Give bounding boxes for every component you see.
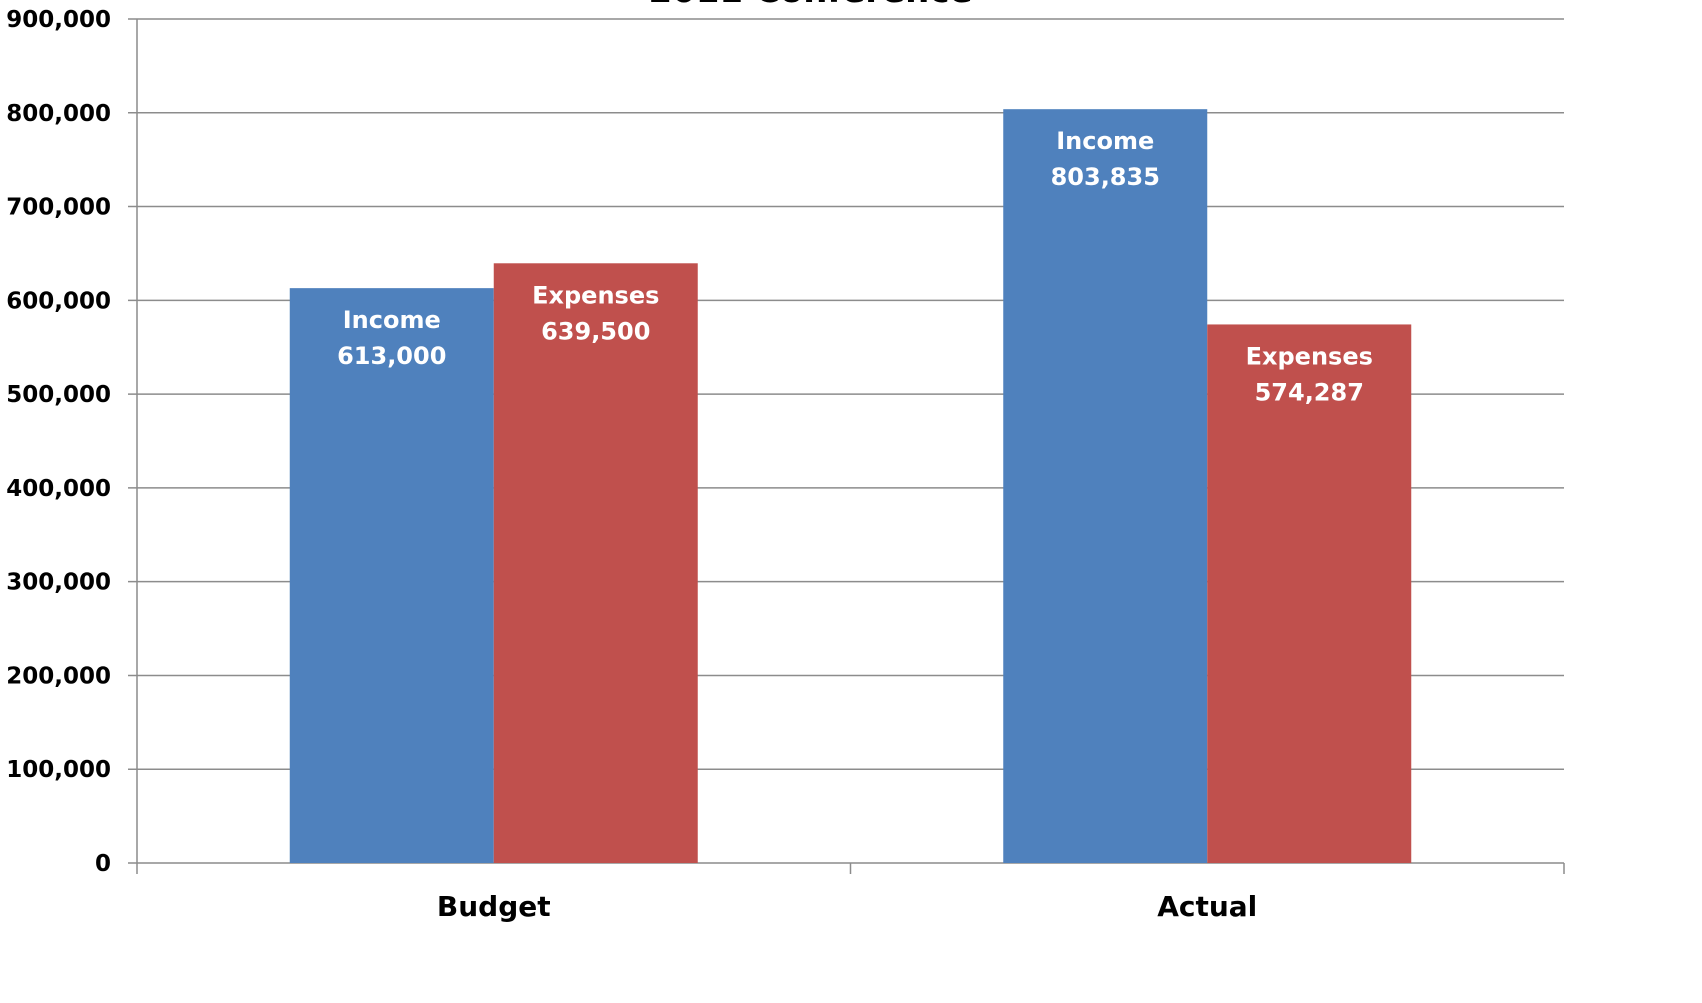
y-tick-label: 200,000	[6, 663, 111, 689]
bar-series-label: Income	[1056, 127, 1154, 155]
y-tick-label: 300,000	[6, 570, 111, 596]
bar-expenses-budget	[493, 263, 698, 863]
y-tick-label: 900,000	[6, 7, 111, 33]
x-category-label: Actual	[1157, 890, 1257, 923]
bar-series-label: Income	[343, 306, 441, 334]
y-tick-label: 800,000	[6, 101, 111, 127]
y-tick-label: 700,000	[6, 195, 111, 221]
chart-title: 2011 Conference	[648, 0, 972, 11]
bar-series-label: Expenses	[1246, 342, 1373, 370]
bar-expenses-actual	[1207, 324, 1412, 863]
y-tick-label: 500,000	[6, 382, 111, 408]
bar-value-label: 613,000	[337, 342, 446, 370]
bar-value-label: 574,287	[1255, 378, 1364, 406]
bar-income-budget	[289, 288, 494, 863]
y-tick-label: 400,000	[6, 476, 111, 502]
bar-income-actual	[1003, 109, 1208, 863]
bar-layer	[289, 109, 1412, 863]
y-tick-label: 0	[95, 851, 111, 877]
bar-value-label: 639,500	[541, 317, 650, 345]
bar-value-label: 803,835	[1051, 163, 1160, 191]
label-layer: Income 613,000 Expenses 639,500 Income 803,83…	[337, 127, 1373, 406]
y-tick-label: 600,000	[6, 288, 111, 314]
bar-series-label: Expenses	[532, 281, 659, 309]
y-tick-label: 100,000	[6, 757, 111, 783]
x-category-label: Budget	[437, 890, 551, 923]
